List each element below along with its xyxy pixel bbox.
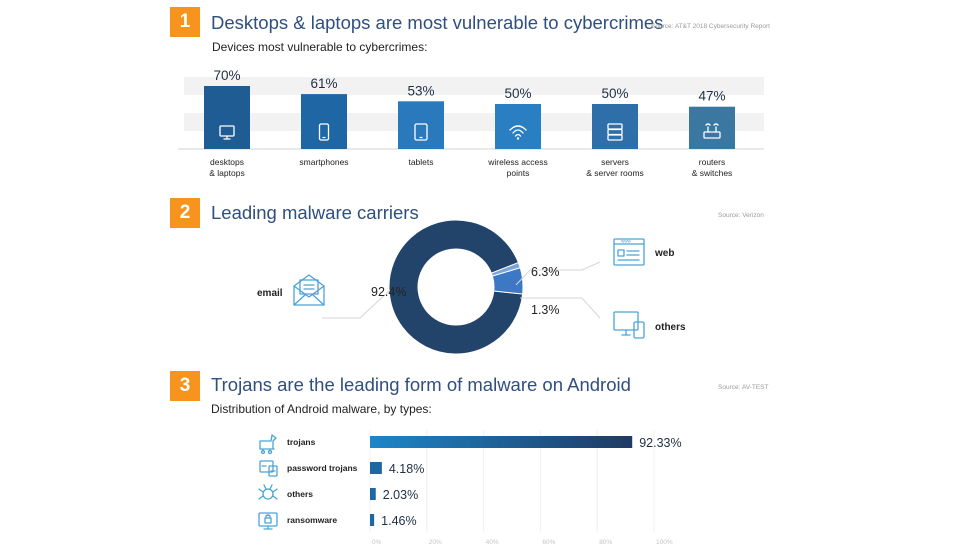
section-1-source: Source: AT&T 2018 Cybersecurity Report [651,23,770,30]
bar [370,436,633,448]
x-tick-label: 40% [486,539,499,546]
wifi-icon [509,125,527,140]
section-2-number: 2 [170,198,200,228]
web-connector [515,261,601,286]
section-3-title: Trojans are the leading form of malware … [211,374,631,395]
section-2-source: Source: Verizon [718,212,764,219]
category-label: smartphones [299,157,348,167]
web-label: web [654,248,674,259]
bar-value-label: 2.03% [383,488,418,502]
category-label: & switches [692,168,733,178]
bar-value-label: 92.33% [639,436,681,450]
malware-carriers-chart: 92.4% email 6.3% 1.3% www web others [257,219,686,355]
section-1-number: 1 [170,7,200,37]
category-label: & server rooms [586,168,644,178]
section-3-source: Source: AV-TEST [718,384,769,391]
devices-icon [613,311,645,339]
ransomware-icon [258,512,278,530]
category-label: wireless access [487,157,548,167]
bar-value-label: 61% [310,76,337,91]
bar [370,488,376,500]
bar-value-label: 50% [504,86,531,101]
bar [398,101,444,149]
bar-value-label: 1.46% [381,514,416,528]
category-label: tablets [408,157,433,167]
others-label: others [655,322,686,333]
bar-value-label: 53% [407,83,434,98]
x-tick-label: 60% [542,539,555,546]
envelope-icon [293,274,325,306]
x-tick-label: 0% [372,539,382,546]
android-malware-chart: 0% 20% 40% 60% 80% 100% 92.33% trojans 4.18% pass… [258,430,682,546]
x-tick-label: 20% [429,539,442,546]
donut-slice [388,219,524,355]
server-icon [607,123,623,141]
smartphone-icon [318,123,330,141]
bar [592,104,638,149]
category-label: trojans [287,437,316,447]
trojan-horse-icon [259,434,277,455]
bug-icon [258,484,278,500]
monitor-icon [219,125,235,140]
category-label: routers [699,157,725,167]
svg-text:www: www [621,239,631,244]
category-label: & laptops [209,168,244,178]
x-tick-label: 100% [656,539,673,546]
x-tick-label: 80% [599,539,612,546]
category-label: ransomware [287,515,337,525]
router-icon [703,123,721,139]
web-value-label: 6.3% [531,265,560,279]
device-vulnerability-chart: 70% desktops& laptops 61% smartphones 53% tab… [178,68,764,178]
browser-icon: www [613,238,645,266]
grid-band [184,77,764,95]
section-1-title: Desktops & laptops are most vulnerable t… [211,12,664,33]
bar-value-label: 50% [601,86,628,101]
category-label: points [507,168,530,178]
category-label: others [287,489,313,499]
category-label: desktops [210,157,244,167]
section-3-subtitle: Distribution of Android malware, by type… [211,402,432,416]
donut-slice [491,267,524,295]
email-value-label: 92.4% [371,285,406,299]
bar-value-label: 47% [698,89,725,104]
bar-value-label: 70% [213,68,240,83]
bar [370,514,375,526]
password-icon [259,460,278,477]
email-label: email [257,288,283,299]
email-connector [322,289,391,319]
bar [301,94,347,149]
section-3-number: 3 [170,371,200,401]
bar [689,106,735,149]
bar-value-label: 4.18% [389,462,424,476]
others-connector [520,297,601,319]
section-2-title: Leading malware carriers [211,202,419,223]
category-label: servers [601,157,629,167]
grid-band [184,113,764,131]
tablet-icon [414,123,428,141]
category-label: password trojans [287,463,358,473]
others-value-label: 1.3% [531,303,560,317]
bar [370,462,382,474]
section-1-subtitle: Devices most vulnerable to cybercrimes: [212,40,428,54]
